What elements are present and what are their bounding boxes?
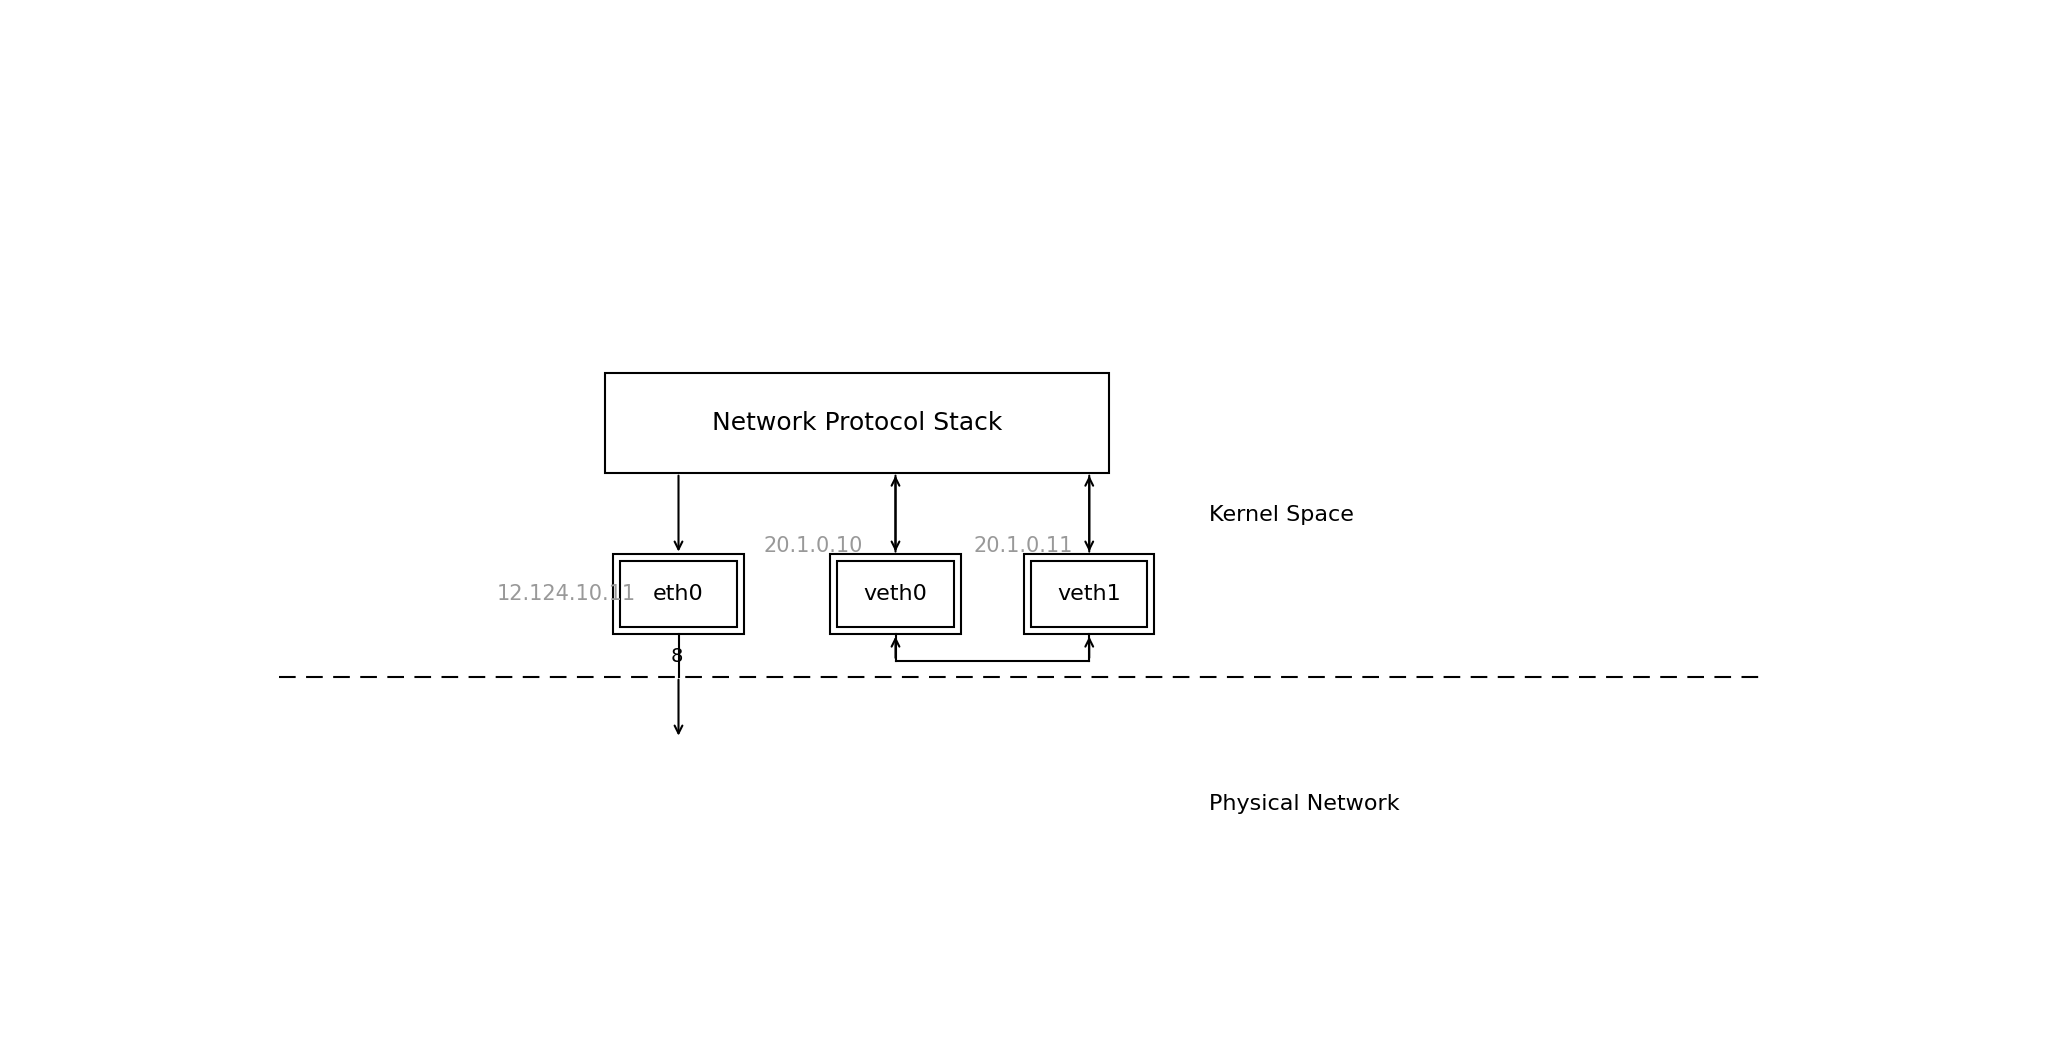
Text: 20.1.0.10: 20.1.0.10 — [764, 536, 863, 556]
Bar — [830, 555, 961, 633]
Text: 20.1.0.11: 20.1.0.11 — [973, 536, 1072, 556]
Bar — [1024, 555, 1154, 633]
Text: Physical Network: Physical Network — [1209, 794, 1399, 814]
Text: Kernel Space: Kernel Space — [1209, 505, 1354, 525]
Bar — [613, 555, 744, 633]
Text: veth0: veth0 — [863, 585, 928, 604]
Bar — [838, 561, 953, 627]
Text: 8: 8 — [670, 647, 682, 665]
Text: veth1: veth1 — [1057, 585, 1121, 604]
Bar — [1031, 561, 1147, 627]
Bar — [604, 373, 1109, 472]
Text: eth0: eth0 — [654, 585, 705, 604]
Text: 12.124.10.11: 12.124.10.11 — [496, 584, 635, 604]
Bar — [621, 561, 738, 627]
Text: Network Protocol Stack: Network Protocol Stack — [711, 411, 1002, 435]
